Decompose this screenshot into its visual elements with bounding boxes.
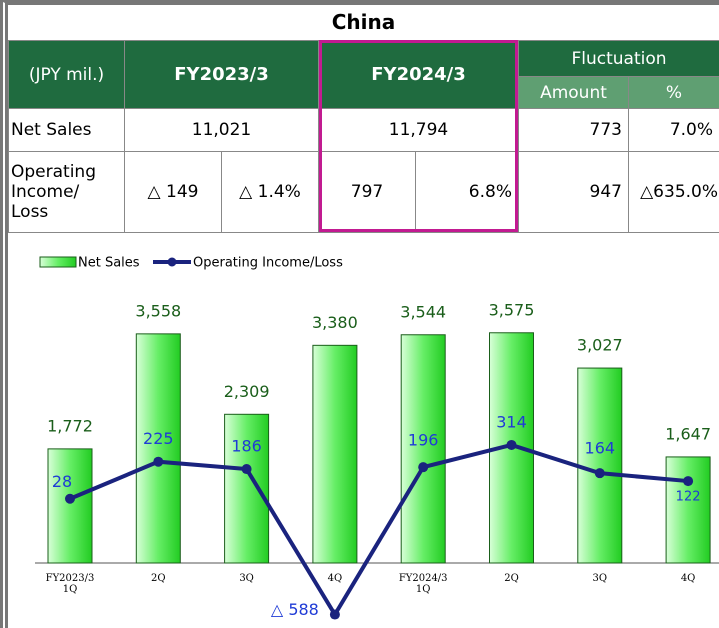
line-point [594,468,605,479]
x-tick-label: 3Q [592,573,608,584]
line-point [683,476,694,487]
bar [312,344,358,564]
legend-swatch [39,256,77,268]
cell: 773 [518,108,629,152]
x-tick-label: 2Q [151,573,166,584]
bar [47,448,93,564]
x-tick-label: 3Q [239,573,254,584]
chart: Net Sales Operating Income/Loss 1,772 3,5… [35,256,719,620]
highlight-box [319,40,518,232]
col-head: % [627,76,719,109]
line-point [506,439,517,450]
legend-label: Operating Income/Loss [193,256,343,271]
data-label: 3,544 [400,302,446,321]
bar [400,334,446,564]
line-point [241,464,252,475]
data-label: △ 588 [271,600,319,619]
fluctuation: Fluctuation [517,40,719,77]
cell: 6.8% [415,151,519,233]
data-label: 28 [52,472,72,491]
data-label: 3,575 [489,300,535,319]
x-tick-label: 2Q [504,573,519,584]
table-title: China [8,5,719,41]
data-label: 225 [143,429,174,448]
data-label: 1,647 [665,424,711,443]
bar [577,367,623,564]
bar [135,333,181,564]
row-label: Operating Income/ Loss [8,151,125,233]
col-head: Amount [518,76,629,109]
line-point [65,493,75,504]
x-tick-label: FY2023/3 1Q [45,573,95,595]
data-label: 1,772 [47,416,93,435]
cell: 7.0% [627,108,719,152]
data-label: 186 [231,437,262,456]
x-tick-label: 4Q [327,573,343,584]
x-tick-label: 4Q [680,573,696,584]
cell: △ 149 [124,151,222,233]
line-point [329,609,340,620]
cell: 11,021 [124,108,319,152]
bar [665,456,711,564]
cell: 11,794 [318,108,519,152]
bar [224,413,270,564]
data-label: 122 [676,490,701,505]
data-label: 3,558 [135,301,181,320]
table: (JPY mil.) FY2023/3 FY2024/3 Fluctuation… [8,40,719,233]
legend-swatch [167,257,177,267]
cell: 797 [318,151,416,233]
line-point [153,456,164,467]
cell: 947 [518,151,629,233]
cell: △635.0% [627,151,719,233]
row-label: Net Sales [8,108,125,152]
unit: (JPY mil.) [8,40,125,109]
x-tick-label: FY2024/3 1Q [398,573,448,595]
data-label: 2,309 [224,382,270,401]
data-label: 3,380 [312,313,358,332]
line-point [418,462,429,473]
legend-label: Net Sales [78,256,140,271]
data-label: 196 [408,431,439,450]
data-label: 314 [496,412,527,431]
line [69,442,689,619]
cell: △ 1.4% [221,151,319,233]
data-label: 3,027 [577,336,623,355]
data-label: 164 [585,439,616,458]
period: FY2023/3 [124,40,319,109]
